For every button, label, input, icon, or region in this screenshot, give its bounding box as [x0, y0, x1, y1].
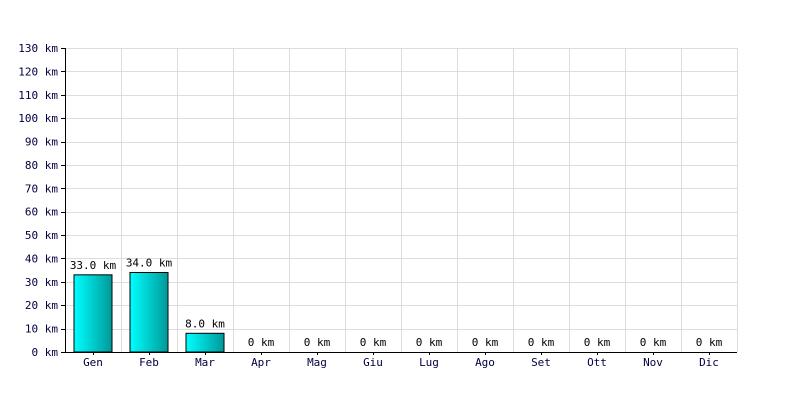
x-tick-label-lug: Lug	[419, 356, 439, 369]
x-tick-label-set: Set	[531, 356, 551, 369]
data-label-ott: 0 km	[584, 336, 611, 349]
data-label-lug: 0 km	[416, 336, 443, 349]
y-tick-label: 20 km	[25, 299, 58, 312]
y-tick-label: 100 km	[18, 112, 58, 125]
x-tick-label-dic: Dic	[699, 356, 719, 369]
data-label-dic: 0 km	[696, 336, 723, 349]
bars	[73, 271, 225, 353]
data-label-nov: 0 km	[640, 336, 667, 349]
y-tick-label: 40 km	[25, 252, 58, 265]
y-tick-label: 120 km	[18, 65, 58, 78]
x-tick-label-gen: Gen	[83, 356, 103, 369]
y-tick-label: 60 km	[25, 206, 58, 219]
data-label-feb: 34.0 km	[126, 256, 173, 269]
labels: 33.0 km Gen 34.0 km Feb 8.0 km Mar 0 km Apr 0 km…	[18, 42, 722, 369]
grid	[65, 48, 738, 353]
y-tick-label: 0 km	[32, 346, 59, 359]
y-tick-label: 50 km	[25, 229, 58, 242]
y-tick-label: 80 km	[25, 159, 58, 172]
data-label-mar: 8.0 km	[185, 317, 225, 330]
data-label-ago: 0 km	[472, 336, 499, 349]
y-tick-label: 90 km	[25, 136, 58, 149]
x-tick-label-giu: Giu	[363, 356, 383, 369]
data-label-giu: 0 km	[360, 336, 387, 349]
x-tick-label-ago: Ago	[475, 356, 495, 369]
data-label-gen: 33.0 km	[70, 259, 117, 272]
x-tick-label-mag: Mag	[307, 356, 327, 369]
x-tick-label-mar: Mar	[195, 356, 215, 369]
y-tick-label: 110 km	[18, 89, 58, 102]
x-tick-label-apr: Apr	[251, 356, 271, 369]
bar-gen	[73, 274, 113, 353]
bar-feb	[129, 271, 169, 353]
y-tick-label: 30 km	[25, 276, 58, 289]
x-tick-label-feb: Feb	[139, 356, 159, 369]
y-tick-label: 10 km	[25, 323, 58, 336]
x-tick-label-nov: Nov	[643, 356, 663, 369]
axes	[61, 48, 737, 355]
bar-mar	[185, 332, 225, 353]
x-tick-label-ott: Ott	[587, 356, 607, 369]
y-tick-label: 70 km	[25, 182, 58, 195]
y-tick-label: 130 km	[18, 42, 58, 55]
data-label-apr: 0 km	[248, 336, 275, 349]
data-label-mag: 0 km	[304, 336, 331, 349]
data-label-set: 0 km	[528, 336, 555, 349]
